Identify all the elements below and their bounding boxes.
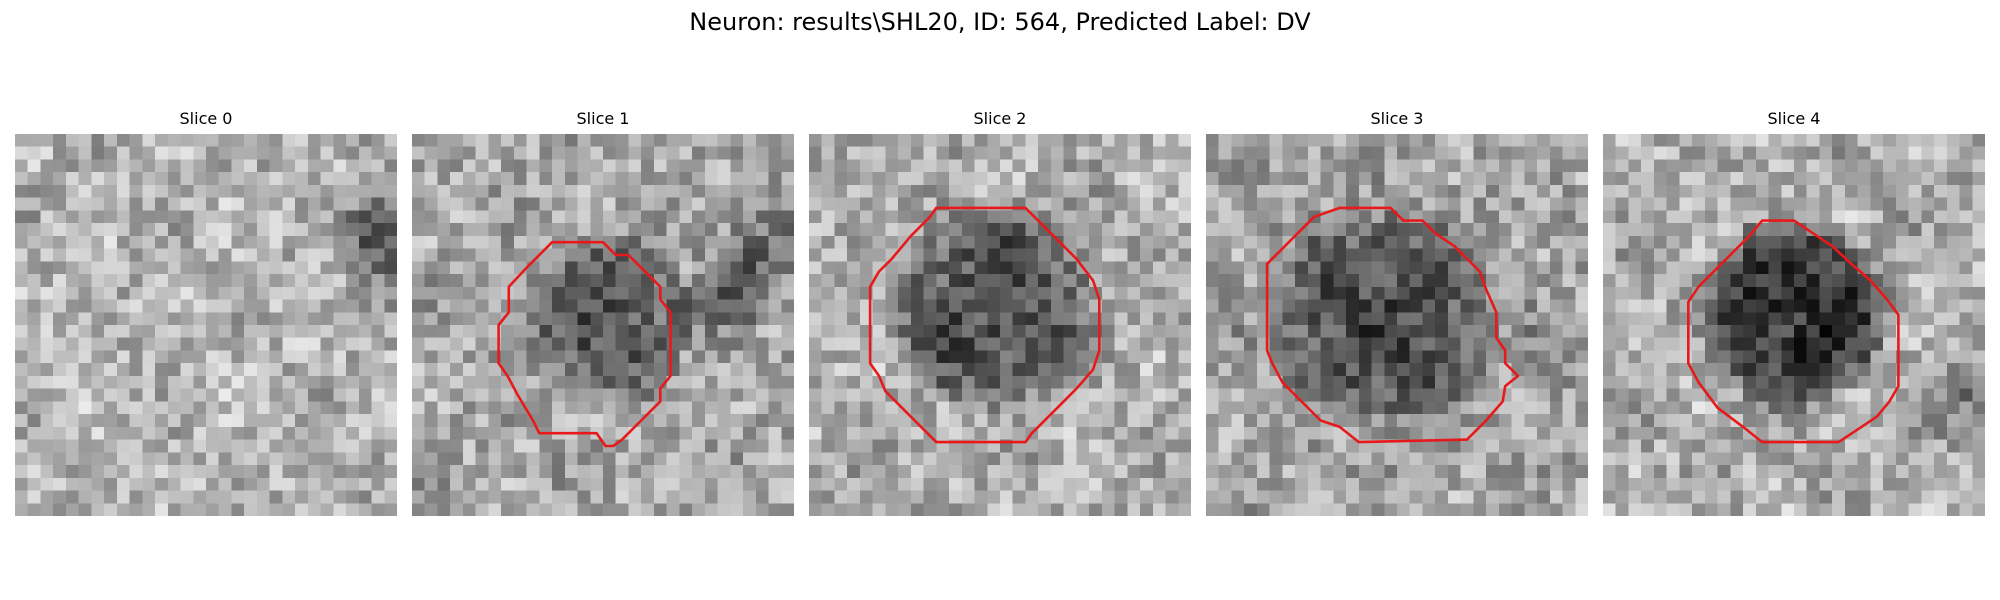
slice-1-image: [412, 134, 794, 516]
slice-2-contour: [868, 206, 1101, 444]
slice-3-title: Slice 3: [1370, 109, 1424, 128]
slice-1-contour: [497, 240, 672, 448]
slice-4-pixels: [1603, 134, 1985, 516]
slice-3-image: [1206, 134, 1588, 516]
slice-4-contour: [1687, 219, 1900, 444]
slice-2-title: Slice 2: [973, 109, 1027, 128]
slice-0-title: Slice 0: [179, 109, 233, 128]
slice-1-pixels: [412, 134, 794, 516]
slice-3-contour: [1265, 206, 1520, 444]
slice-4-image: [1603, 134, 1985, 516]
slice-3-pixels: [1206, 134, 1588, 516]
slice-2-pixels: [809, 134, 1191, 516]
slice-2-image: [809, 134, 1191, 516]
slice-0-pixels: [15, 134, 397, 516]
slice-4-title: Slice 4: [1767, 109, 1821, 128]
figure-title: Neuron: results\SHL20, ID: 564, Predicte…: [689, 8, 1311, 36]
slice-0-image: [15, 134, 397, 516]
slice-1-title: Slice 1: [576, 109, 630, 128]
